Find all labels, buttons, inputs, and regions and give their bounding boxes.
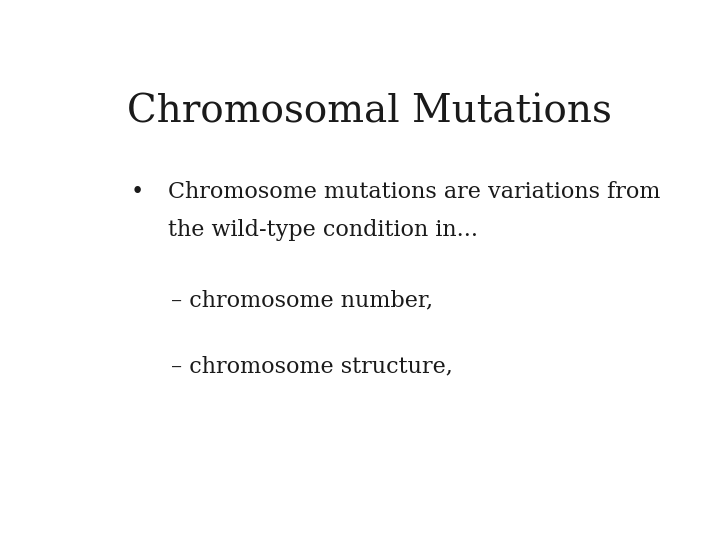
Text: •: • (131, 181, 144, 203)
Text: the wild-type condition in...: the wild-type condition in... (168, 219, 478, 241)
Text: – chromosome number,: – chromosome number, (171, 289, 433, 312)
Text: Chromosomal Mutations: Chromosomal Mutations (127, 94, 611, 131)
Text: Chromosome mutations are variations from: Chromosome mutations are variations from (168, 181, 660, 203)
Text: – chromosome structure,: – chromosome structure, (171, 356, 453, 378)
